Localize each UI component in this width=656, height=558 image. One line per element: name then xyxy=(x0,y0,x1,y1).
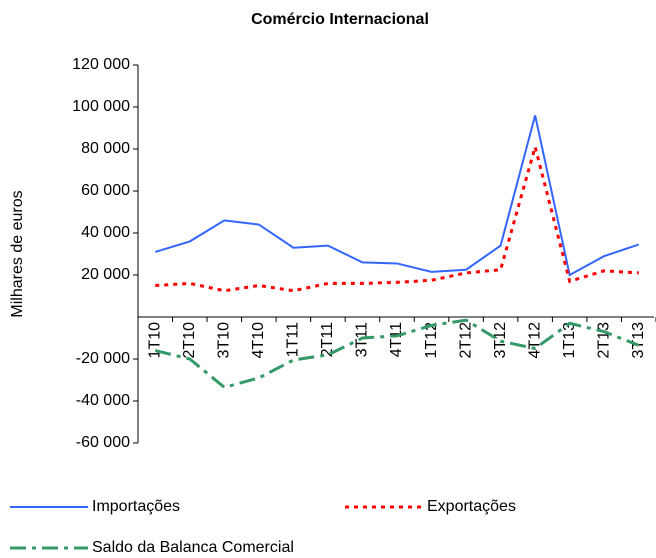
series-line xyxy=(155,141,639,293)
y-tick-label: -60 000 xyxy=(76,434,130,451)
x-tick-label: 1T11 xyxy=(285,322,302,357)
x-tick-label: 3T12 xyxy=(492,322,509,359)
legend-label: Importações xyxy=(92,498,180,515)
y-tick-label: 20 000 xyxy=(81,266,130,283)
y-tick-label: 80 000 xyxy=(81,140,130,157)
y-tick-label: 120 000 xyxy=(72,56,130,73)
x-tick-label: 2T13 xyxy=(595,322,612,359)
y-tick-label: 100 000 xyxy=(72,98,130,115)
y-tick-label: 60 000 xyxy=(81,182,130,199)
series-line xyxy=(154,115,640,277)
legend-label: Exportações xyxy=(427,498,516,515)
x-tick-label: 2T12 xyxy=(457,322,474,359)
y-tick-label: -40 000 xyxy=(76,392,130,409)
x-tick-label: 1T10 xyxy=(146,322,163,359)
x-tick-label: 1T13 xyxy=(561,322,578,359)
x-tick-label: 3T10 xyxy=(216,322,233,359)
x-tick-label: 4T11 xyxy=(388,322,405,357)
x-tick-label: 2T10 xyxy=(181,322,198,359)
y-tick-label: 40 000 xyxy=(81,224,130,241)
x-tick-label: 3T13 xyxy=(630,322,647,359)
chart-title: Comércio Internacional xyxy=(251,11,429,28)
y-axis-label: Milhares de euros xyxy=(9,190,26,317)
x-tick-label: 2T11 xyxy=(319,322,336,357)
x-tick-label: 1T12 xyxy=(423,322,440,359)
x-tick-label: 4T10 xyxy=(250,322,267,359)
series-line xyxy=(154,318,640,390)
y-tick-label: -20 000 xyxy=(76,350,130,367)
x-tick-label: 4T12 xyxy=(526,322,543,359)
legend-label: Saldo da Balanca Comercial xyxy=(92,539,294,556)
